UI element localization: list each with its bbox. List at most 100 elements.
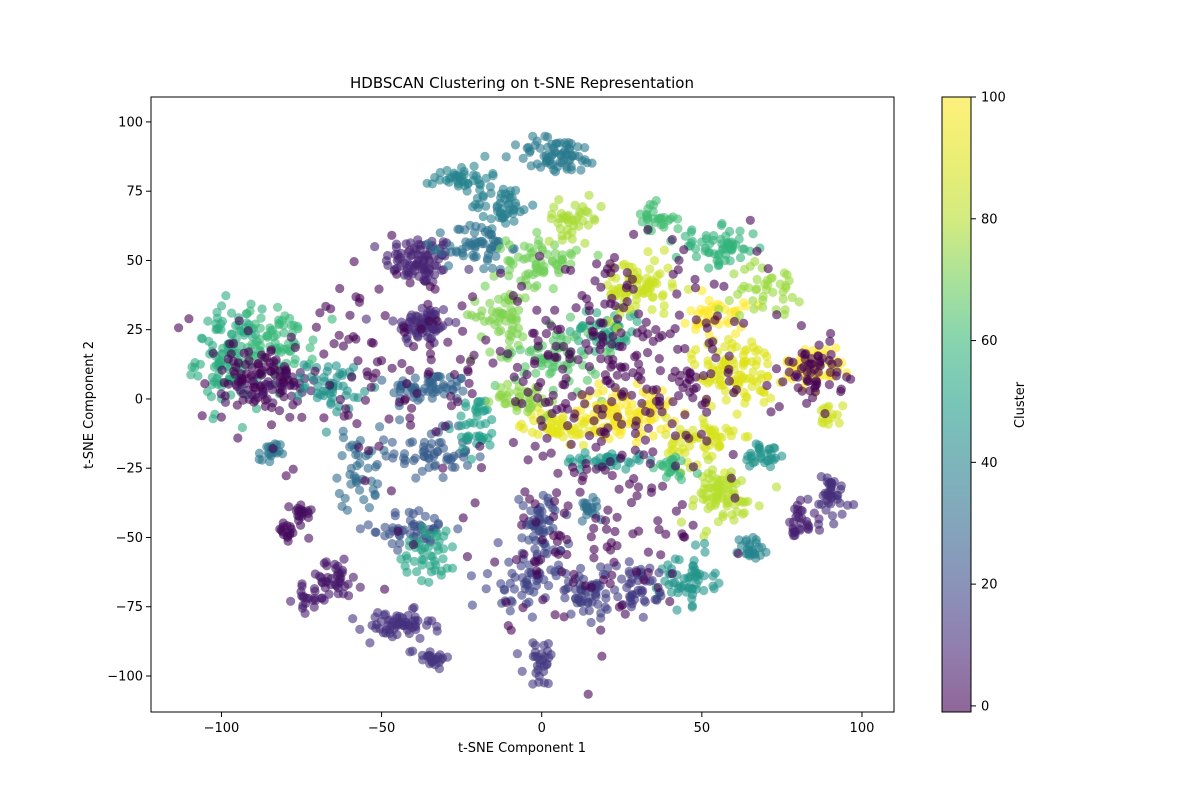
data-point [587, 158, 597, 168]
data-point [363, 520, 373, 530]
data-point [410, 521, 420, 532]
data-point [517, 281, 527, 291]
data-point [724, 426, 734, 436]
data-point [485, 440, 495, 450]
data-point [650, 256, 660, 266]
data-point [627, 390, 637, 400]
data-point [423, 616, 433, 626]
chart-title: HDBSCAN Clustering on t-SNE Representati… [350, 74, 694, 92]
data-point [578, 216, 588, 226]
data-point [184, 314, 194, 324]
data-point [453, 181, 463, 191]
data-point [279, 377, 289, 387]
colorbar-tick-label: 80 [981, 212, 998, 227]
data-point [550, 547, 561, 557]
data-point [824, 380, 835, 390]
data-point [726, 473, 737, 483]
data-point [562, 164, 572, 174]
data-point [740, 264, 750, 274]
data-point [439, 544, 449, 554]
data-point [589, 544, 599, 555]
data-point [663, 560, 673, 570]
data-point [550, 248, 561, 258]
data-point [437, 248, 447, 258]
data-point [548, 284, 558, 294]
data-point [481, 584, 491, 594]
y-tick-label: 75 [126, 185, 143, 200]
data-point [532, 281, 542, 291]
data-point [566, 609, 576, 619]
data-point [461, 402, 471, 412]
data-point [197, 334, 208, 344]
data-point [508, 291, 518, 301]
data-point [647, 292, 658, 302]
data-point [509, 372, 519, 382]
data-point [645, 459, 655, 469]
data-point [481, 335, 491, 345]
x-tick-label: −100 [204, 721, 240, 736]
data-point [306, 505, 316, 515]
data-point [628, 368, 638, 378]
data-point [430, 461, 440, 471]
data-point [438, 554, 448, 564]
data-point [802, 367, 812, 377]
data-point [391, 239, 402, 249]
data-point [468, 292, 478, 302]
data-point [522, 253, 532, 263]
data-point [525, 403, 535, 413]
data-point [792, 500, 803, 510]
data-point [431, 326, 441, 336]
data-point [396, 554, 406, 564]
data-point [238, 395, 248, 405]
data-point [257, 350, 267, 360]
data-point [622, 582, 632, 593]
data-point [551, 341, 561, 351]
data-point [519, 549, 529, 559]
data-point [712, 474, 722, 484]
data-point [380, 522, 390, 532]
data-point [735, 253, 746, 263]
data-point [724, 351, 734, 361]
data-point [556, 334, 566, 344]
data-point [771, 482, 782, 492]
data-point [327, 314, 337, 324]
data-point [720, 342, 730, 352]
data-point [506, 305, 516, 315]
data-point [667, 569, 677, 579]
data-point [503, 256, 513, 266]
data-point [582, 294, 592, 304]
data-point [605, 457, 615, 467]
data-point [589, 327, 599, 337]
data-point [709, 279, 719, 289]
data-point [480, 281, 490, 291]
data-point [674, 377, 685, 387]
data-point [645, 408, 655, 418]
data-point [253, 358, 263, 369]
data-point [270, 338, 280, 348]
data-point [466, 571, 476, 581]
data-point [670, 554, 680, 564]
data-point [407, 623, 418, 633]
data-point [496, 193, 506, 203]
data-point [690, 540, 701, 550]
data-point [748, 229, 758, 239]
data-point [250, 319, 260, 329]
data-point [640, 435, 651, 445]
data-point [725, 241, 735, 251]
data-point [550, 610, 560, 620]
data-point [554, 195, 564, 205]
data-point [379, 435, 389, 445]
data-point [355, 458, 365, 468]
data-point [221, 291, 231, 301]
data-point [337, 501, 347, 511]
data-point [500, 585, 510, 595]
data-point [796, 321, 807, 331]
data-point [733, 289, 743, 299]
data-point [521, 270, 531, 280]
data-point [578, 472, 588, 482]
data-point [705, 239, 715, 249]
data-point [617, 363, 627, 373]
data-point [827, 511, 838, 521]
data-point [275, 366, 285, 376]
data-point [310, 366, 320, 376]
